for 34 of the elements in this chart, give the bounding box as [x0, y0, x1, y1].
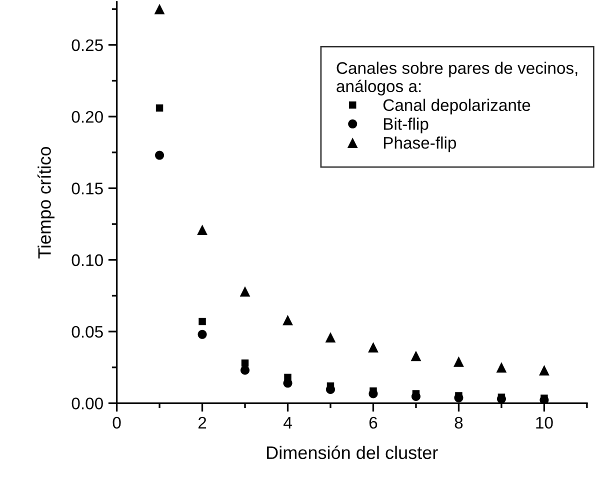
- y-tick-label: 0.00: [72, 398, 103, 410]
- y-axis-title: Tiempo crítico: [37, 146, 54, 258]
- point: [410, 350, 422, 362]
- point: [454, 356, 464, 367]
- x-tick-label: 2: [198, 416, 206, 428]
- legend-title: Canales sobre pares de vecinos, análogos a:: [336, 62, 578, 96]
- point: [197, 224, 208, 235]
- point: [241, 359, 249, 367]
- x-axis-title: Dimensión del cluster: [267, 446, 438, 460]
- x-tick-label: 6: [369, 416, 378, 429]
- x-tick-label: 8: [454, 416, 463, 429]
- y-tick-label: 0.15: [72, 182, 103, 194]
- point: [325, 332, 336, 342]
- y-tick-label: 0.10: [72, 254, 103, 266]
- point: [198, 318, 206, 326]
- x-tick-label: 4: [284, 417, 292, 428]
- point: [496, 362, 507, 373]
- point: [155, 150, 164, 160]
- x-tick-label: 10: [536, 416, 553, 429]
- y-tick-label: 0.05: [72, 326, 103, 338]
- point: [154, 4, 165, 14]
- point: [156, 104, 164, 112]
- point: [198, 330, 207, 339]
- y-tick-label: 0.20: [72, 110, 103, 123]
- x-tick-label: 0: [112, 416, 121, 429]
- point: [282, 314, 293, 326]
- legend-label: Bit-flip: [384, 118, 428, 134]
- point: [368, 342, 378, 353]
- point: [240, 366, 250, 375]
- point: [240, 286, 250, 297]
- legend-label: Phase-flip: [384, 136, 456, 152]
- y-tick-label: 0.25: [72, 39, 103, 52]
- legend-label: Canal depolarizante: [383, 98, 530, 114]
- point: [539, 365, 550, 376]
